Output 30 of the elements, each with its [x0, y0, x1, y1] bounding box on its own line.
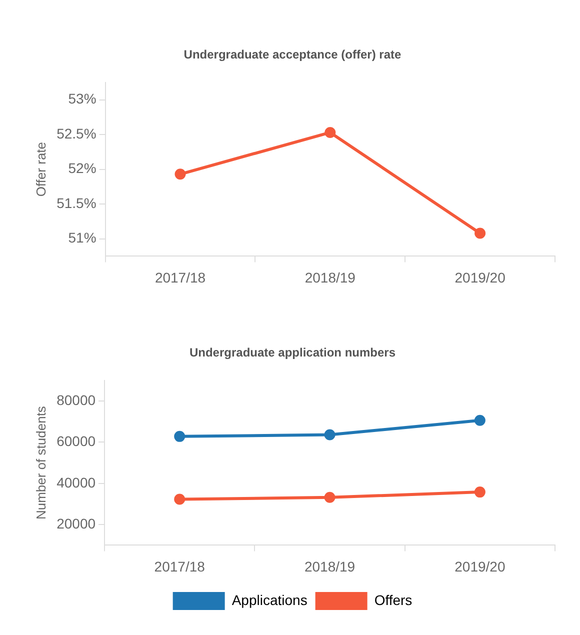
y-tick-label: 51%	[68, 230, 96, 246]
point	[474, 228, 486, 239]
point	[324, 492, 336, 503]
legend-label: Offers	[374, 592, 412, 608]
y-tick-label: 53%	[68, 90, 96, 107]
x-tick-label: 2018/19	[304, 558, 356, 574]
x-tick-label: 2019/20	[454, 558, 506, 574]
x-tick-label: 2018/19	[304, 269, 356, 286]
point	[474, 486, 486, 498]
point	[324, 429, 336, 440]
point	[324, 126, 336, 138]
y-tick-label: 52.5%	[56, 125, 96, 142]
y-tick-label: 51.5%	[56, 194, 96, 211]
y-tick-label: 80000	[56, 392, 96, 408]
point	[474, 414, 486, 426]
y-axis-title: Offer rate	[33, 142, 48, 197]
point	[174, 430, 186, 442]
chart-title: Undergraduate application numbers	[189, 346, 396, 360]
x-tick-label: 2017/18	[154, 558, 206, 574]
y-axis-title: Number of students	[33, 406, 48, 520]
point	[174, 494, 186, 505]
chart-title: Undergraduate acceptance (offer) rate	[184, 48, 402, 62]
point	[174, 168, 186, 180]
x-tick-label: 2017/18	[154, 269, 206, 286]
legend-label: Applications	[232, 592, 308, 608]
y-tick-label: 20000	[56, 515, 96, 532]
y-tick-label: 60000	[56, 433, 96, 450]
x-tick-label: 2019/20	[454, 269, 506, 286]
y-tick-label: 40000	[56, 474, 96, 490]
y-tick-label: 52%	[68, 160, 96, 176]
